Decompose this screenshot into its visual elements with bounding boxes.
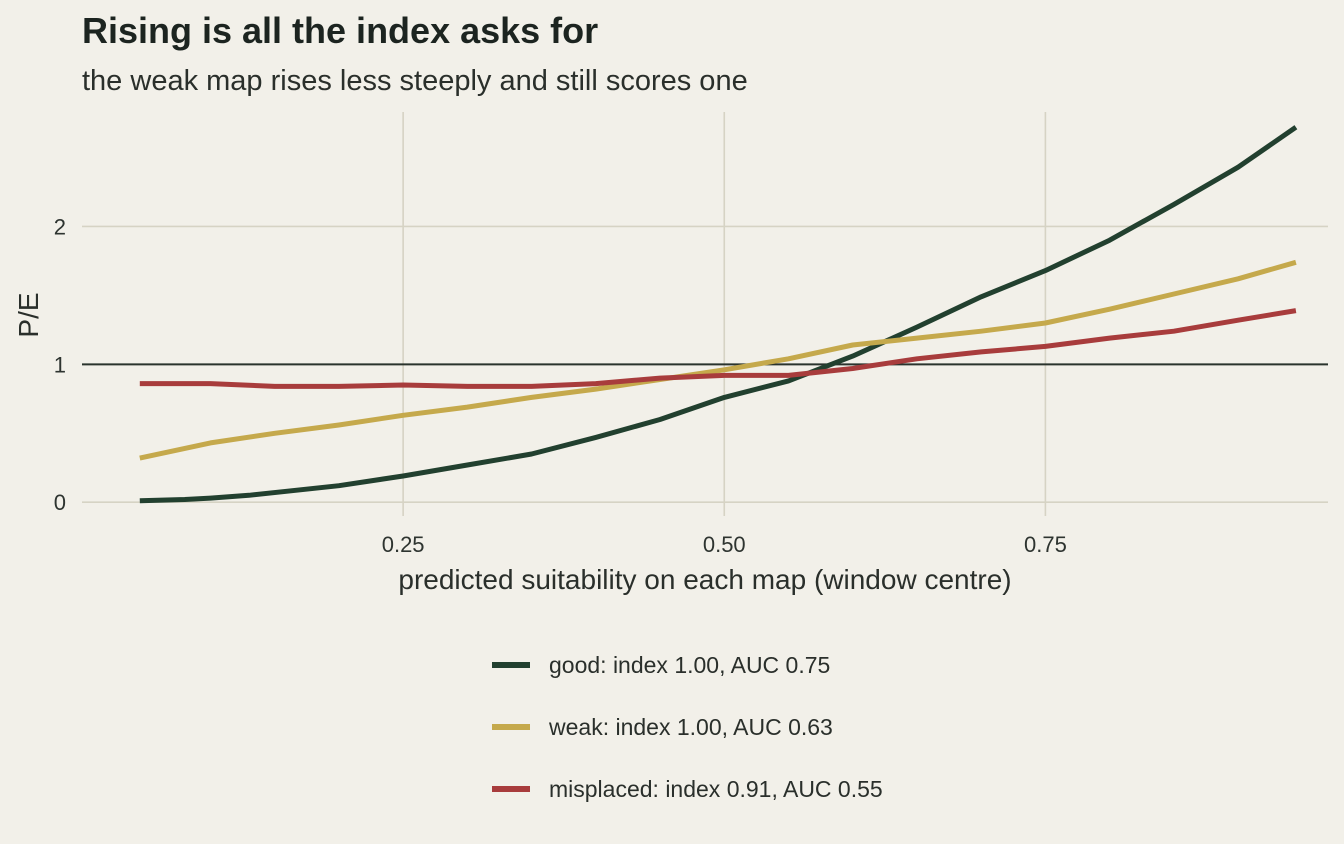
series-lines (139, 125, 1298, 504)
x-tick-label-1: 0.50 (703, 532, 746, 557)
legend: good: index 1.00, AUC 0.75 weak: index 1.… (492, 652, 883, 802)
y-tick-label-0: 0 (54, 490, 66, 515)
legend-label-2: misplaced: index 0.91, AUC 0.55 (549, 776, 883, 802)
y-axis-label: P/E (13, 292, 44, 337)
x-axis-ticks: 0.25 0.50 0.75 (382, 532, 1067, 557)
y-tick-label-1: 1 (54, 352, 66, 377)
chart-subtitle: the weak map rises less steeply and stil… (82, 65, 748, 97)
legend-label-1: weak: index 1.00, AUC 0.63 (548, 714, 833, 740)
legend-label-0: good: index 1.00, AUC 0.75 (549, 652, 830, 678)
y-axis-ticks: 0 1 2 (54, 214, 66, 515)
series-line-1 (139, 259, 1297, 461)
x-tick-label-2: 0.75 (1024, 532, 1067, 557)
series-line-0 (139, 125, 1298, 504)
series-line-2 (139, 308, 1297, 389)
grid-lines (82, 112, 1328, 516)
x-tick-label-0: 0.25 (382, 532, 425, 557)
y-tick-label-2: 2 (54, 214, 66, 239)
x-axis-label: predicted suitability on each map (windo… (398, 564, 1011, 595)
chart-title: Rising is all the index asks for (82, 10, 598, 51)
